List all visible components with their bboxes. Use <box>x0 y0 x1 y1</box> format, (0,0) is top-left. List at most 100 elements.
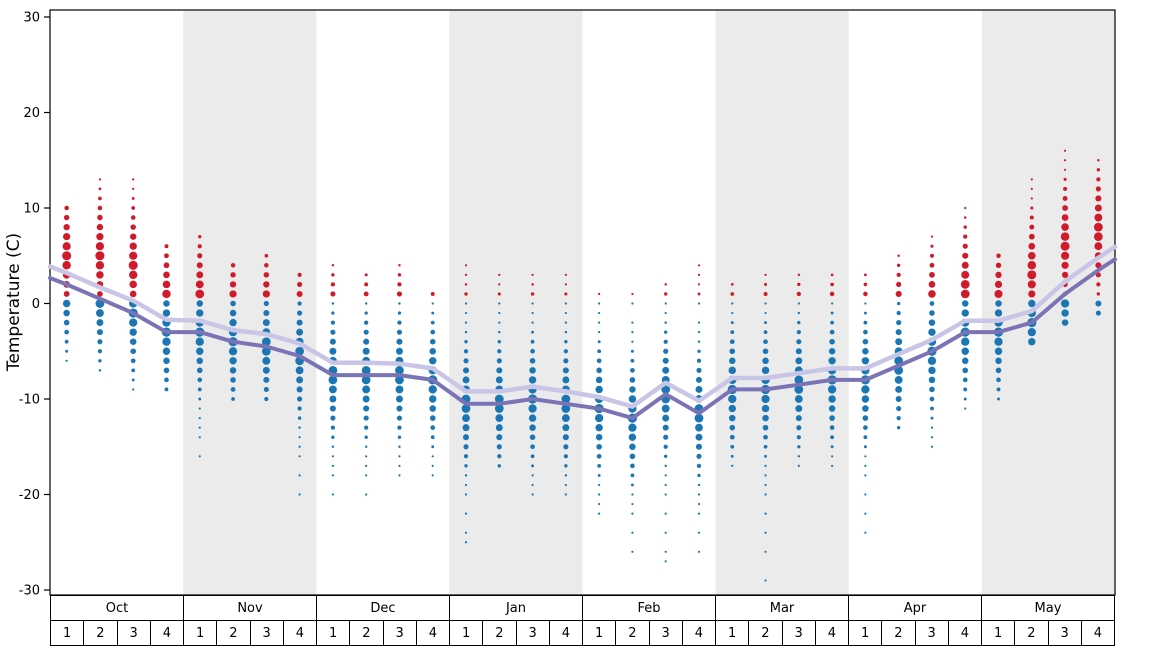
dots-week-Feb-3 <box>661 283 671 563</box>
temperature-dot <box>962 367 969 374</box>
temperature-dot <box>828 395 836 403</box>
temperature-dot <box>661 404 670 413</box>
temperature-dot <box>797 311 801 315</box>
temperature-dot <box>995 271 1002 279</box>
temperature-dot <box>829 415 835 421</box>
temperature-dot <box>564 311 567 315</box>
temperature-dot <box>163 262 170 269</box>
temperature-dot <box>729 414 736 422</box>
temperature-dot <box>563 349 568 354</box>
dots-week-Feb-1 <box>594 292 604 515</box>
temperature-dot <box>598 302 601 305</box>
temperature-dot <box>597 340 601 344</box>
temperature-dot <box>864 273 867 277</box>
temperature-dot <box>298 493 301 496</box>
temperature-dot <box>229 367 237 374</box>
temperature-dot <box>598 502 601 506</box>
temperature-dot <box>162 337 171 346</box>
temperature-dot <box>827 385 837 394</box>
temperature-dot <box>963 216 967 219</box>
dots-week-Oct-3 <box>128 178 138 391</box>
temperature-dot <box>331 264 335 267</box>
temperature-dot <box>129 280 137 289</box>
temperature-dot <box>495 376 503 384</box>
temperature-dot <box>530 444 535 450</box>
temperature-dot <box>1061 251 1070 260</box>
temperature-dot <box>764 550 767 553</box>
temperature-dot <box>296 386 303 393</box>
temperature-dot <box>1028 290 1036 298</box>
temperature-dot <box>1063 168 1067 171</box>
temperature-dot <box>564 321 567 324</box>
temperature-dot <box>428 385 437 394</box>
temperature-dot <box>697 331 701 334</box>
temperature-dot <box>298 455 301 458</box>
temperature-dot <box>663 339 668 344</box>
temperature-dot <box>963 387 968 392</box>
temperature-dot <box>131 368 136 373</box>
temperature-dot <box>829 291 835 297</box>
temperature-dot <box>961 357 969 365</box>
temperature-dot <box>598 331 601 334</box>
month-label-oct: Oct <box>105 600 129 616</box>
temperature-dot <box>1063 159 1067 162</box>
temperature-dot <box>495 424 503 432</box>
week-label-jan-1: 1 <box>449 621 482 645</box>
temperature-dot <box>196 367 203 374</box>
temperature-dot <box>364 273 368 277</box>
temperature-dot <box>964 407 967 410</box>
temperature-dot <box>529 367 536 374</box>
y-tick-label: 0 <box>32 297 40 312</box>
temperature-dot <box>297 281 303 287</box>
temperature-dot <box>464 311 468 315</box>
temperature-dot <box>97 205 103 211</box>
temperature-dot <box>397 273 402 277</box>
temperature-dot <box>730 444 735 449</box>
temperature-dot <box>631 302 634 305</box>
temperature-dot <box>297 406 302 411</box>
temperature-dot <box>764 531 767 534</box>
temperature-dot <box>995 300 1002 307</box>
week-label-apr-3: 3 <box>914 621 948 645</box>
temperature-dot <box>1061 309 1069 317</box>
temperature-dot <box>298 445 301 448</box>
temperature-dot <box>564 302 567 305</box>
temperature-dot <box>530 348 535 354</box>
week-label-mar-2: 2 <box>748 621 781 645</box>
temperature-dot <box>664 531 667 534</box>
temperature-dot <box>896 320 902 326</box>
temperature-dot <box>795 405 803 413</box>
temperature-dot <box>764 579 767 582</box>
temperature-dot <box>464 292 468 296</box>
temperature-dot <box>762 348 769 355</box>
temperature-dot <box>564 330 568 334</box>
temperature-dot <box>930 426 934 429</box>
temperature-dot <box>128 260 138 270</box>
temperature-dot <box>930 406 934 411</box>
temperature-dot <box>1030 187 1033 190</box>
temperature-dot <box>528 404 537 413</box>
temperature-dot <box>1096 282 1101 287</box>
temperature-dot <box>365 455 368 458</box>
temperature-dot <box>696 453 702 459</box>
temperature-dot <box>1096 177 1101 182</box>
temperature-dot <box>864 464 867 467</box>
week-label-nov-2: 2 <box>216 621 249 645</box>
temperature-dot <box>797 282 801 287</box>
temperature-dot <box>664 454 668 458</box>
temperature-dot <box>163 300 170 307</box>
temperature-dot <box>930 244 934 248</box>
temperature-dot <box>695 385 703 393</box>
temperature-dot <box>895 329 902 336</box>
temperature-dot <box>731 302 734 305</box>
temperature-dot <box>364 425 369 430</box>
temperature-dot <box>98 187 102 191</box>
y-tick-label: 10 <box>23 202 40 217</box>
temperature-dot <box>861 395 870 403</box>
temperature-dot <box>797 302 800 305</box>
temperature-dot <box>928 290 936 298</box>
temperature-dot <box>131 197 135 200</box>
temperature-dot <box>331 302 335 305</box>
temperature-dot <box>797 273 801 277</box>
temperature-dot <box>664 302 667 305</box>
